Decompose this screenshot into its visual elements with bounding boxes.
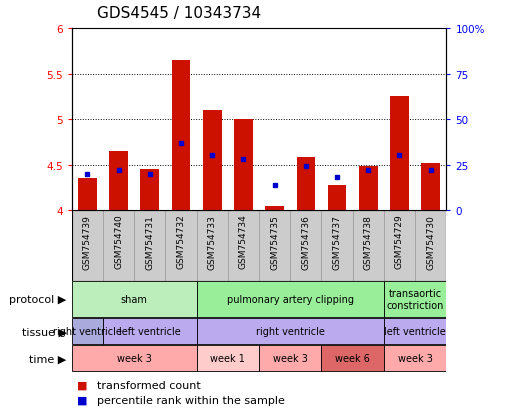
Bar: [359, 167, 378, 211]
Text: percentile rank within the sample: percentile rank within the sample: [97, 394, 285, 405]
Bar: [390, 97, 409, 211]
Text: week 3: week 3: [398, 353, 432, 363]
Bar: [259, 211, 290, 281]
Text: ■: ■: [77, 380, 87, 390]
Text: GSM754736: GSM754736: [301, 214, 310, 269]
Bar: [322, 345, 384, 371]
Text: week 6: week 6: [336, 353, 370, 363]
Text: GSM754733: GSM754733: [208, 214, 217, 269]
Text: sham: sham: [121, 294, 148, 304]
Bar: [103, 211, 134, 281]
Text: pulmonary artery clipping: pulmonary artery clipping: [227, 294, 354, 304]
Bar: [72, 318, 103, 344]
Bar: [203, 111, 222, 211]
Text: time ▶: time ▶: [29, 353, 67, 363]
Bar: [353, 211, 384, 281]
Bar: [290, 211, 322, 281]
Text: GSM754737: GSM754737: [332, 214, 342, 269]
Text: right ventricle: right ventricle: [256, 326, 325, 337]
Bar: [322, 211, 353, 281]
Bar: [141, 170, 159, 211]
Bar: [72, 282, 196, 317]
Text: GSM754734: GSM754734: [239, 214, 248, 269]
Bar: [421, 164, 440, 211]
Bar: [72, 345, 196, 371]
Bar: [384, 211, 415, 281]
Bar: [297, 158, 315, 211]
Bar: [196, 211, 228, 281]
Text: left ventricle: left ventricle: [119, 326, 181, 337]
Bar: [196, 318, 384, 344]
Bar: [103, 318, 196, 344]
Bar: [134, 211, 165, 281]
Bar: [384, 318, 446, 344]
Text: transformed count: transformed count: [97, 380, 201, 390]
Bar: [234, 120, 253, 211]
Bar: [109, 152, 128, 211]
Bar: [415, 211, 446, 281]
Text: week 1: week 1: [210, 353, 245, 363]
Text: transaortic
constriction: transaortic constriction: [386, 289, 444, 310]
Text: GSM754738: GSM754738: [364, 214, 373, 269]
Bar: [165, 211, 196, 281]
Text: GSM754731: GSM754731: [145, 214, 154, 269]
Bar: [328, 185, 346, 211]
Bar: [196, 282, 384, 317]
Text: left ventricle: left ventricle: [384, 326, 446, 337]
Text: GSM754740: GSM754740: [114, 214, 123, 269]
Text: GSM754729: GSM754729: [395, 214, 404, 269]
Text: GSM754732: GSM754732: [176, 214, 186, 269]
Bar: [72, 211, 103, 281]
Text: week 3: week 3: [117, 353, 152, 363]
Bar: [259, 345, 322, 371]
Bar: [78, 179, 97, 211]
Text: protocol ▶: protocol ▶: [9, 294, 67, 304]
Bar: [384, 345, 446, 371]
Text: GSM754739: GSM754739: [83, 214, 92, 269]
Bar: [265, 206, 284, 211]
Bar: [172, 61, 190, 211]
Text: GSM754730: GSM754730: [426, 214, 435, 269]
Text: tissue ▶: tissue ▶: [22, 326, 67, 337]
Text: ■: ■: [77, 394, 87, 405]
Text: right ventricle: right ventricle: [53, 326, 122, 337]
Bar: [384, 282, 446, 317]
Bar: [228, 211, 259, 281]
Text: week 3: week 3: [273, 353, 308, 363]
Text: GDS4545 / 10343734: GDS4545 / 10343734: [97, 6, 262, 21]
Text: GSM754735: GSM754735: [270, 214, 279, 269]
Bar: [196, 345, 259, 371]
